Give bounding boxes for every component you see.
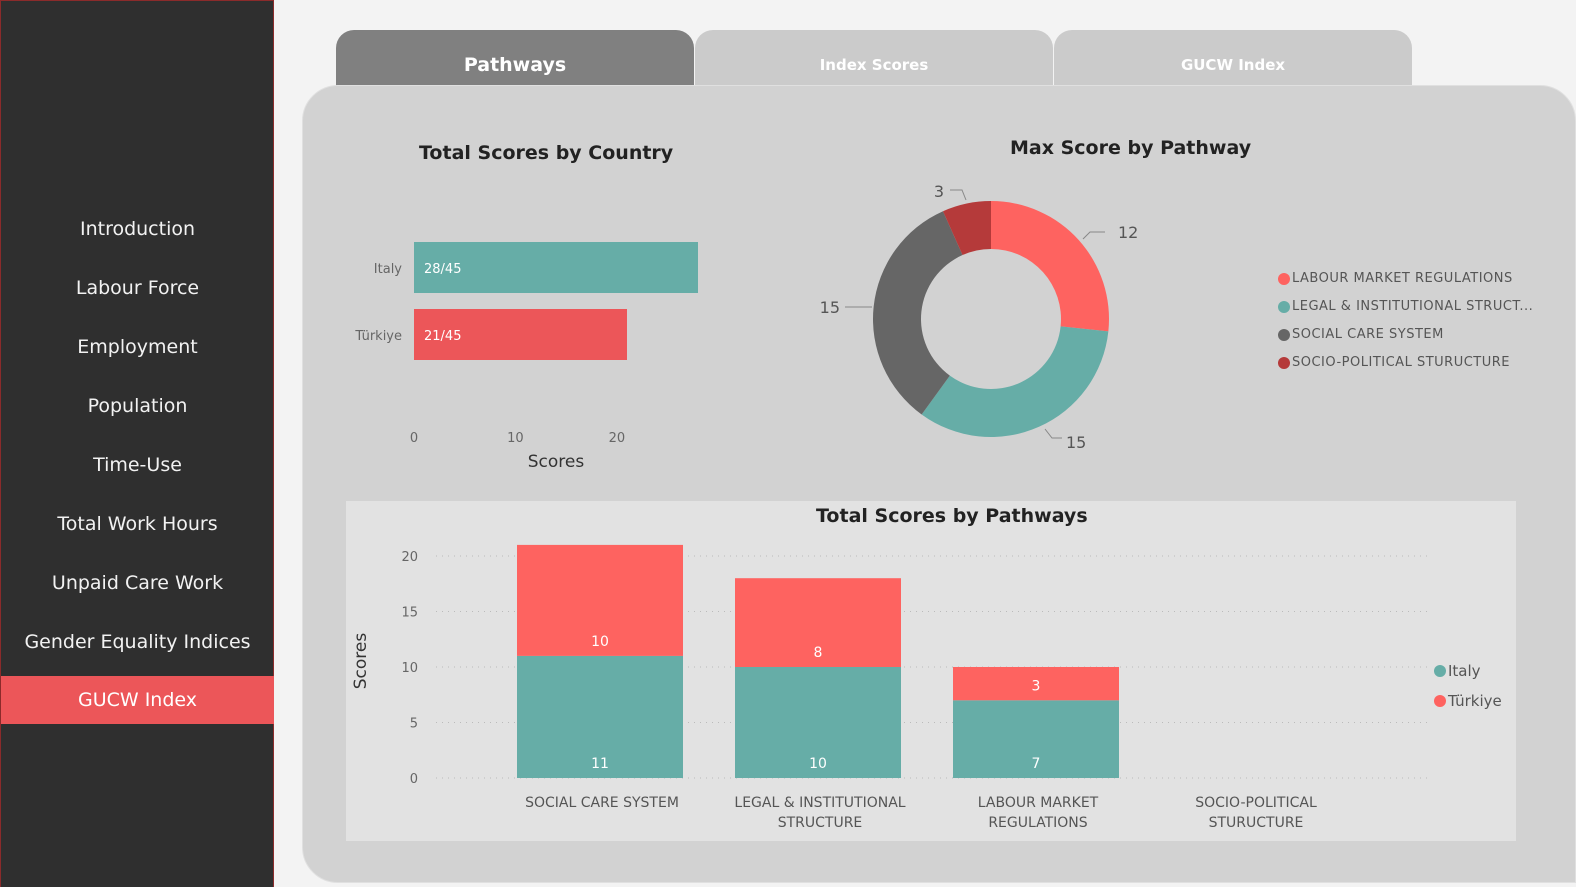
data-label: 28/45 — [424, 262, 461, 277]
x-category-label: STRUCTURE — [778, 815, 863, 831]
legend-label: Italy — [1448, 662, 1481, 680]
donut-slice[interactable] — [873, 211, 963, 415]
legend-label: LABOUR MARKET REGULATIONS — [1292, 271, 1513, 286]
x-tick-label: 0 — [410, 431, 418, 446]
leader-line — [950, 189, 967, 201]
segment-value-label: 7 — [1032, 756, 1041, 772]
stack-segment-türkiye[interactable] — [735, 578, 901, 667]
sidebar: Introduction Labour Force Employment Popula… — [0, 0, 274, 887]
segment-value-label: 10 — [809, 756, 827, 772]
y-tick-label: 20 — [401, 550, 418, 565]
x-category-label: LABOUR MARKET — [978, 795, 1099, 811]
legend-item[interactable]: LABOUR MARKET REGULATIONS — [1278, 271, 1513, 286]
segment-value-label: 11 — [591, 756, 609, 772]
legend-item[interactable]: SOCIAL CARE SYSTEM — [1278, 327, 1444, 342]
country-bar-chart: Italy 28/45 Türkiye 21/45 0 10 20 Scores — [354, 242, 698, 472]
tab-gucw-index[interactable]: GUCW Index — [1054, 30, 1412, 86]
slice-value-label: 15 — [1066, 433, 1086, 452]
chart-title-pathways: Total Scores by Pathways — [816, 505, 1088, 527]
donut-slice[interactable] — [943, 201, 991, 256]
stack-segment-italy[interactable] — [517, 655, 683, 778]
y-tick-label: 0 — [410, 772, 418, 787]
legend-label: SOCIO-POLITICAL STURUCTURE — [1292, 355, 1510, 370]
slice-value-label: 15 — [820, 298, 840, 317]
leader-line — [1082, 231, 1105, 240]
legend-dot-icon — [1434, 665, 1446, 677]
segment-value-label: 8 — [814, 645, 823, 661]
legend-dot-icon — [1278, 300, 1290, 313]
leader-line — [1044, 428, 1062, 439]
sidebar-item-employment[interactable]: Employment — [77, 335, 198, 358]
sidebar-item-total-work-hours[interactable]: Total Work Hours — [57, 512, 218, 535]
x-tick-label: 20 — [609, 431, 626, 446]
legend-label: LEGAL & INSTITUTIONAL STRUCT... — [1292, 299, 1534, 314]
donut-slice[interactable] — [921, 326, 1109, 437]
x-tick-label: 10 — [507, 431, 524, 446]
slice-value-label: 12 — [1118, 223, 1138, 242]
x-category-label: SOCIO-POLITICAL — [1195, 795, 1317, 811]
y-tick-label: 15 — [401, 606, 418, 621]
x-category-label: SOCIAL CARE SYSTEM — [525, 795, 679, 811]
tab-pathways[interactable]: Pathways — [336, 30, 694, 86]
chart-title-pathway: Max Score by Pathway — [1010, 137, 1252, 159]
legend-dot-icon — [1434, 695, 1446, 707]
bar-türkiye[interactable] — [414, 309, 627, 360]
sidebar-nav: Introduction Labour Force Employment Popula… — [1, 199, 274, 724]
legend-dot-icon — [1278, 272, 1290, 285]
x-axis-label: Scores — [528, 452, 585, 472]
category-label: Türkiye — [354, 329, 402, 344]
legend-item[interactable]: Türkiye — [1434, 692, 1502, 710]
sidebar-item-gucw-index[interactable]: GUCW Index — [1, 676, 274, 724]
x-category-label: STURUCTURE — [1209, 815, 1304, 831]
sidebar-item-introduction[interactable]: Introduction — [79, 217, 196, 240]
segment-value-label: 3 — [1032, 678, 1041, 694]
chart-title-country: Total Scores by Country — [419, 142, 674, 164]
legend-item[interactable]: SOCIO-POLITICAL STURUCTURE — [1278, 355, 1510, 370]
stack-segment-türkiye[interactable] — [517, 544, 683, 656]
legend-label: SOCIAL CARE SYSTEM — [1292, 327, 1444, 342]
stack-segment-italy[interactable] — [735, 667, 901, 778]
slice-value-label: 3 — [934, 182, 944, 201]
legend-dot-icon — [1278, 328, 1290, 341]
segment-value-label: 10 — [591, 634, 609, 650]
y-axis-label: Scores — [351, 633, 371, 690]
legend-dot-icon — [1278, 356, 1290, 369]
logo-area — [1, 1, 273, 205]
x-category-label: LEGAL & INSTITUTIONAL — [734, 795, 905, 811]
y-tick-label: 5 — [410, 717, 418, 732]
sidebar-item-labour-force[interactable]: Labour Force — [75, 276, 200, 299]
stack-segment-italy[interactable] — [953, 700, 1119, 778]
stack-segment-türkiye[interactable] — [953, 667, 1119, 701]
bar-italy[interactable] — [414, 242, 698, 293]
sidebar-item-time-use[interactable]: Time-Use — [93, 453, 182, 476]
legend-item[interactable]: LEGAL & INSTITUTIONAL STRUCT... — [1278, 299, 1533, 314]
category-label: Italy — [374, 262, 403, 277]
tab-index-scores[interactable]: Index Scores — [695, 30, 1053, 86]
pathways-stacked-chart: 0 5 10 15 20 Scores 11 10 SOCIAL CARE SYSTEM 10 8 L… — [351, 544, 1431, 831]
x-category-label: REGULATIONS — [988, 815, 1087, 831]
donut-slice[interactable] — [991, 201, 1109, 332]
sidebar-item-gender-equality-indices[interactable]: Gender Equality Indices — [24, 630, 251, 653]
data-label: 21/45 — [424, 329, 461, 344]
sidebar-item-population[interactable]: Population — [87, 394, 188, 417]
legend-item[interactable]: Italy — [1434, 662, 1481, 680]
pathway-donut-chart: 12 15 15 3 — [820, 182, 1139, 452]
legend-label: Türkiye — [1448, 692, 1502, 710]
sidebar-item-unpaid-care-work[interactable]: Unpaid Care Work — [51, 571, 224, 594]
y-tick-label: 10 — [401, 661, 418, 676]
tab-bar: Pathways Index Scores GUCW Index — [336, 30, 1413, 86]
